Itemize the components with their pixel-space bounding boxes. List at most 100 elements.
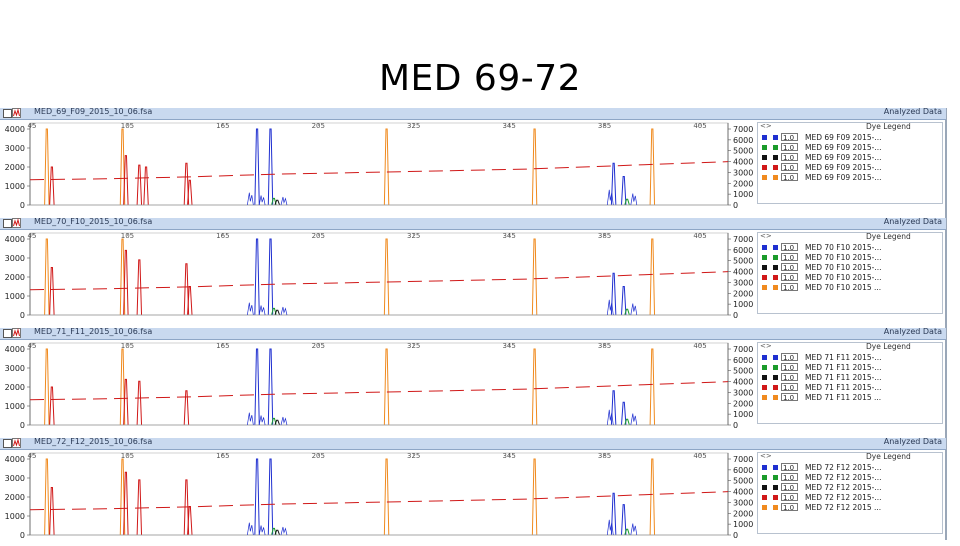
- dye-scale-field[interactable]: 1.0: [781, 133, 798, 142]
- electropherogram-plot: 4000300020001000070006000500040003000200…: [5, 122, 754, 210]
- panel-select-checkbox[interactable]: [3, 329, 12, 338]
- dye-scale-field[interactable]: 1.0: [781, 503, 798, 512]
- legend-row: 1.0 MED 71 F11 2015-...: [758, 363, 942, 372]
- dye-scale-field[interactable]: 1.0: [781, 263, 798, 272]
- size-tick-label: 345: [502, 452, 515, 460]
- dye-scale-field[interactable]: 1.0: [781, 253, 798, 262]
- legend-collapse-icon[interactable]: <>: [760, 342, 772, 350]
- peak-trace: [183, 263, 190, 315]
- dye-visible-toggle[interactable]: [762, 285, 767, 290]
- dye-sample-name: MED 72 F12 2015 ...: [805, 503, 882, 512]
- dye-scale-field[interactable]: 1.0: [781, 393, 798, 402]
- dye-scale-field[interactable]: 1.0: [781, 283, 798, 292]
- dye-scale-field[interactable]: 1.0: [781, 153, 798, 162]
- dye-scale-field[interactable]: 1.0: [781, 483, 798, 492]
- peak-trace: [531, 458, 538, 535]
- plot-frame: [29, 452, 729, 536]
- size-tick-label: 325: [407, 232, 420, 240]
- size-tick-label: 405: [693, 122, 706, 130]
- size-tick-label: 325: [407, 452, 420, 460]
- right-tick-label: 7000: [733, 235, 753, 244]
- dye-visible-toggle[interactable]: [762, 475, 767, 480]
- dye-visible-toggle[interactable]: [762, 365, 767, 370]
- dye-visible-toggle[interactable]: [762, 385, 767, 390]
- size-tick-label: 105: [121, 232, 134, 240]
- right-tick-label: 2000: [733, 179, 753, 188]
- left-tick-label: 0: [20, 311, 25, 320]
- dye-scale-field[interactable]: 1.0: [781, 243, 798, 252]
- dye-sample-name: MED 71 F11 2015-...: [805, 353, 882, 362]
- dye-scale-field[interactable]: 1.0: [781, 493, 798, 502]
- legend-collapse-icon[interactable]: <>: [760, 232, 772, 240]
- right-tick-label: 3000: [733, 498, 753, 507]
- analyzed-data-label: Analyzed Data: [883, 217, 942, 226]
- dye-visible-toggle[interactable]: [762, 135, 767, 140]
- noise-trace: [606, 409, 614, 426]
- dye-scale-field[interactable]: 1.0: [781, 383, 798, 392]
- dye-scale-field[interactable]: 1.0: [781, 273, 798, 282]
- dye-visible-toggle[interactable]: [762, 485, 767, 490]
- dye-scale-field[interactable]: 1.0: [781, 373, 798, 382]
- dye-scale-field[interactable]: 1.0: [781, 163, 798, 172]
- left-tick-label: 1000: [5, 402, 25, 411]
- peak-trace: [267, 348, 274, 425]
- dye-color-swatch: [773, 245, 778, 250]
- dye-visible-toggle[interactable]: [762, 375, 767, 380]
- dye-visible-toggle[interactable]: [762, 395, 767, 400]
- size-tick-label: 45: [28, 452, 37, 460]
- dye-color-swatch: [773, 465, 778, 470]
- noise-trace: [258, 415, 266, 426]
- dye-visible-toggle[interactable]: [762, 155, 767, 160]
- peak-trace: [136, 164, 143, 205]
- peak-trace: [44, 238, 50, 315]
- right-tick-label: 6000: [733, 356, 753, 365]
- electropherogram-icon: [12, 108, 21, 118]
- peak-trace: [610, 390, 617, 425]
- peak-trace: [44, 348, 50, 425]
- peak-trace: [267, 458, 274, 535]
- dye-visible-toggle[interactable]: [762, 255, 767, 260]
- dye-visible-toggle[interactable]: [762, 505, 767, 510]
- legend-collapse-icon[interactable]: <>: [760, 452, 772, 460]
- dye-scale-field[interactable]: 1.0: [781, 473, 798, 482]
- dye-scale-field[interactable]: 1.0: [781, 463, 798, 472]
- dye-visible-toggle[interactable]: [762, 495, 767, 500]
- peak-trace: [267, 128, 274, 205]
- dye-visible-toggle[interactable]: [762, 355, 767, 360]
- left-tick-label: 4000: [5, 455, 25, 464]
- dye-visible-toggle[interactable]: [762, 165, 767, 170]
- electropherogram-plot: 4000300020001000070006000500040003000200…: [5, 342, 754, 430]
- right-tick-label: 6000: [733, 466, 753, 475]
- left-tick-label: 1000: [5, 292, 25, 301]
- peak-trace: [254, 238, 260, 315]
- dye-scale-field[interactable]: 1.0: [781, 353, 798, 362]
- peak-trace: [271, 527, 277, 535]
- peak-trace: [136, 259, 143, 315]
- panel-select-checkbox[interactable]: [3, 439, 12, 448]
- dye-visible-toggle[interactable]: [762, 245, 767, 250]
- legend-row: 1.0 MED 72 F12 2015-...: [758, 483, 942, 492]
- legend-collapse-icon[interactable]: <>: [760, 122, 772, 130]
- dye-scale-field[interactable]: 1.0: [781, 173, 798, 182]
- panel-select-checkbox[interactable]: [3, 219, 12, 228]
- noise-trace: [246, 302, 254, 316]
- legend-row: 1.0 MED 70 F10 2015 ...: [758, 283, 942, 292]
- panel-select-checkbox[interactable]: [3, 109, 12, 118]
- dye-scale-field[interactable]: 1.0: [781, 143, 798, 152]
- dye-visible-toggle[interactable]: [762, 465, 767, 470]
- dye-scale-field[interactable]: 1.0: [781, 363, 798, 372]
- peak-trace: [274, 529, 280, 535]
- peak-trace: [621, 401, 627, 425]
- electropherogram-plot: 4000300020001000070006000500040003000200…: [5, 452, 754, 540]
- dye-visible-toggle[interactable]: [762, 175, 767, 180]
- left-tick-label: 0: [20, 531, 25, 540]
- legend-title: Dye Legend: [866, 452, 911, 461]
- left-tick-label: 4000: [5, 125, 25, 134]
- legend-row: 1.0 MED 72 F12 2015 ...: [758, 503, 942, 512]
- dye-visible-toggle[interactable]: [762, 145, 767, 150]
- right-tick-label: 7000: [733, 345, 753, 354]
- dye-visible-toggle[interactable]: [762, 275, 767, 280]
- right-tick-label: 2000: [733, 399, 753, 408]
- dye-visible-toggle[interactable]: [762, 265, 767, 270]
- dye-sample-name: MED 72 F12 2015-...: [805, 473, 882, 482]
